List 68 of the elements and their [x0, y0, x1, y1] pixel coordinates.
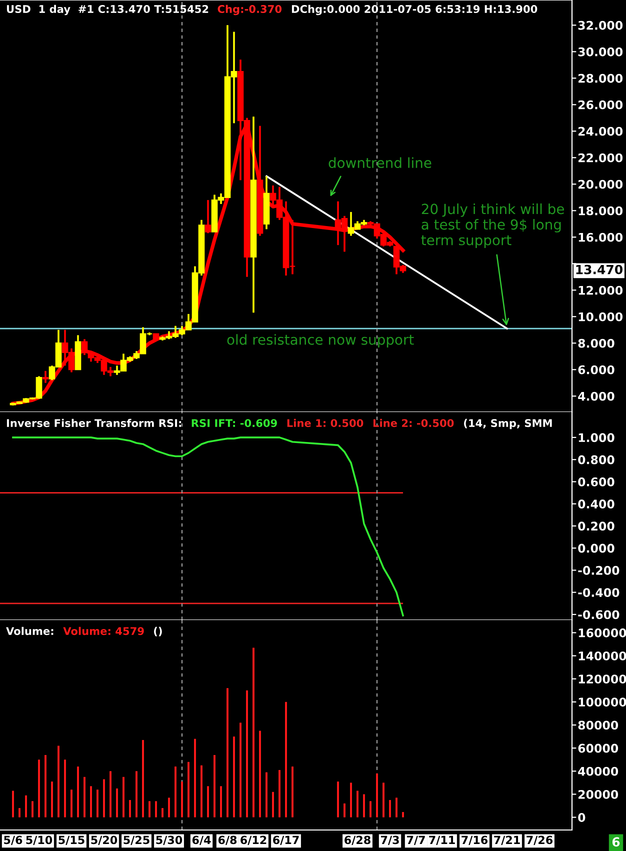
x-tick-label: 7/21 — [494, 836, 520, 846]
y-tick-label: 28.000 — [578, 74, 623, 83]
y-tick-label: -0.200 — [578, 566, 620, 575]
x-tick-label: 6/17 — [273, 836, 299, 846]
y-tick-label: 140000 — [578, 651, 626, 660]
x-tick-label: 6/4 — [192, 836, 211, 846]
x-tick-label: 5/15 — [58, 836, 84, 846]
annotation: () — [154, 626, 162, 636]
y-tick-label: 120000 — [578, 674, 626, 684]
y-tick-label: 40000 — [578, 766, 618, 776]
x-tick-label: 7/11 — [429, 836, 455, 846]
x-tick-label: 7/16 — [462, 836, 488, 846]
y-tick-label: 1.000 — [578, 433, 614, 442]
y-tick-label: 60000 — [578, 744, 618, 753]
y-tick-label: -0.400 — [578, 588, 620, 597]
chart-title: USD 1 day #1 C:13.470 T:515452 — [6, 4, 208, 16]
x-tick-label: 5/25 — [124, 836, 150, 846]
ref-line-label: Line 1: 0.500 — [287, 418, 364, 428]
chart-subtitle: Chg:-0.370 — [218, 4, 282, 16]
y-tick-label: 20000 — [578, 790, 618, 799]
x-tick-label: 5/30 — [156, 836, 182, 846]
text: 13.470 — [576, 264, 622, 274]
ref-line-label: old resistance now support — [227, 334, 414, 348]
y-tick-label: 80000 — [578, 720, 618, 730]
y-tick-label: 8.000 — [578, 338, 614, 348]
text: Inverse Fisher Transform RSI: — [6, 418, 182, 428]
annotation: DChg:0.000 2011-07-05 6:53:19 H:13.900 — [292, 4, 538, 16]
candlestick — [42, 370, 49, 384]
y-tick-label: 100000 — [578, 698, 626, 707]
y-tick-label: 12.000 — [578, 286, 623, 295]
x-tick-label: 6/8 — [218, 836, 237, 846]
ref-line-label: Line 2: -0.500 — [373, 418, 454, 428]
x-tick-label: 5/6 — [4, 836, 22, 846]
x-tick-label: 6/28 — [344, 836, 370, 846]
annotation: 20 July i think will be a test of the 9$ long term support — [421, 203, 564, 248]
x-tick-label: 5/20 — [91, 836, 118, 846]
y-tick-label: 18.000 — [578, 206, 623, 216]
y-tick-label: 30.000 — [578, 47, 623, 56]
x-tick-label: 7/26 — [526, 836, 553, 846]
x-tick-label: 7/3 — [380, 836, 399, 846]
y-tick-label: 0.200 — [578, 522, 614, 531]
y-tick-label: 0.000 — [578, 544, 614, 553]
text: Volume: — [6, 626, 54, 636]
y-tick-label: 4.000 — [578, 392, 614, 401]
y-tick-label: 24.000 — [578, 126, 623, 136]
annotation: downtrend line — [328, 157, 432, 168]
y-tick-label: 6.000 — [578, 365, 614, 374]
text: Volume: 4579 — [63, 626, 144, 636]
y-tick-label: 0.800 — [578, 455, 614, 464]
y-tick-label: 0 — [578, 813, 586, 822]
y-tick-label: 0.400 — [578, 500, 614, 508]
candlestick — [204, 199, 212, 234]
y-tick-label: 160000 — [578, 628, 626, 638]
y-tick-label: 26.000 — [578, 100, 623, 110]
x-tick-label: 6/12 — [240, 836, 266, 846]
y-tick-label: 32.000 — [578, 20, 623, 30]
annotation: (14, Smp, SMM — [464, 418, 552, 430]
y-tick-label: -0.600 — [578, 610, 620, 620]
x-tick-label: 5/10 — [26, 836, 52, 846]
y-tick-label: 20.000 — [578, 180, 623, 189]
y-tick-label: 10.000 — [578, 312, 623, 322]
y-tick-label: 22.000 — [578, 153, 623, 162]
text: 6 — [612, 837, 620, 847]
y-tick-label: 16.000 — [578, 232, 623, 242]
x-tick-label: 7/7 — [406, 836, 425, 846]
y-tick-label: 0.600 — [578, 477, 614, 486]
series-label: RSI IFT: -0.609 — [192, 419, 277, 428]
line-series — [12, 436, 404, 616]
